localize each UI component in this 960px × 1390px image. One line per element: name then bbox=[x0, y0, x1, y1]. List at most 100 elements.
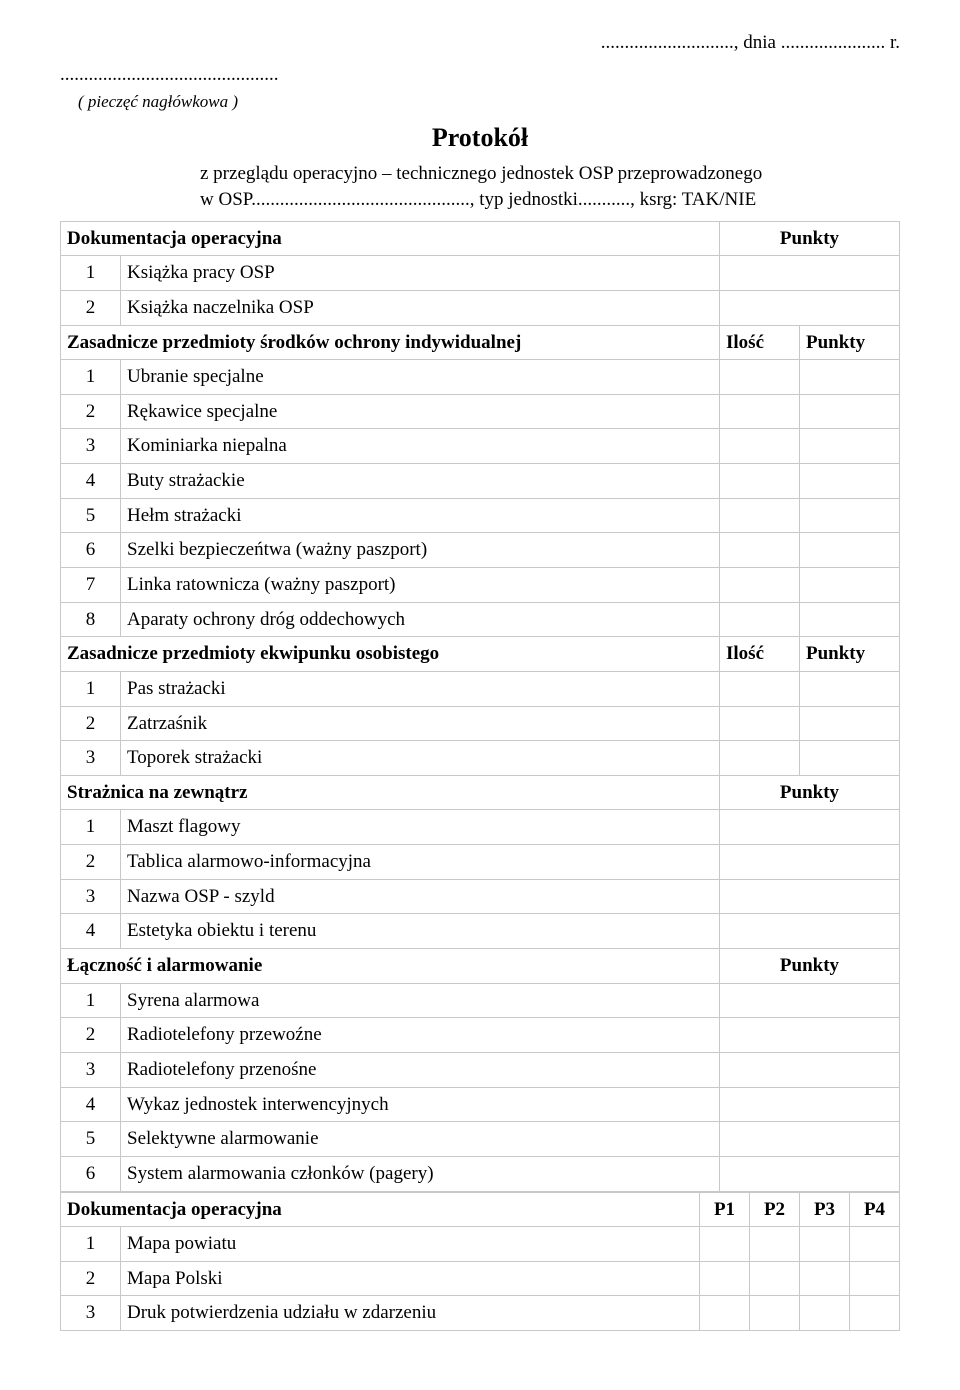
table-row: 2Rękawice specjalne bbox=[61, 394, 900, 429]
row-number: 2 bbox=[61, 1261, 121, 1296]
stamp-caption: ( pieczęć nagłówkowa ) bbox=[60, 91, 900, 114]
table-row: 2Mapa Polski bbox=[61, 1261, 900, 1296]
col-p3: P3 bbox=[800, 1192, 850, 1227]
value-cell bbox=[800, 706, 900, 741]
value-cell bbox=[720, 360, 800, 395]
table-row: 2Radiotelefony przewoźne bbox=[61, 1018, 900, 1053]
row-label: Buty strażackie bbox=[121, 464, 720, 499]
row-number: 6 bbox=[61, 533, 121, 568]
row-number: 3 bbox=[61, 429, 121, 464]
row-label: Syrena alarmowa bbox=[121, 983, 720, 1018]
value-cell bbox=[720, 706, 800, 741]
table-row: 3Nazwa OSP - szyld bbox=[61, 879, 900, 914]
intro-line-1: z przeglądu operacyjno – technicznego je… bbox=[200, 161, 900, 187]
row-label: Hełm strażacki bbox=[121, 498, 720, 533]
section-header-dok-operacyjna-2: Dokumentacja operacyjna P1 P2 P3 P4 bbox=[61, 1192, 900, 1227]
row-number: 2 bbox=[61, 845, 121, 880]
section-title: Łączność i alarmowanie bbox=[61, 949, 720, 984]
value-cell bbox=[720, 1087, 900, 1122]
value-cell bbox=[850, 1227, 900, 1262]
section-title: Dokumentacja operacyjna bbox=[61, 1192, 700, 1227]
value-cell bbox=[800, 1261, 850, 1296]
table-row: 5Hełm strażacki bbox=[61, 498, 900, 533]
value-cell bbox=[800, 533, 900, 568]
value-cell bbox=[800, 1296, 850, 1331]
value-cell bbox=[850, 1261, 900, 1296]
table-row: 3Toporek strażacki bbox=[61, 741, 900, 776]
col-punkty: Punkty bbox=[800, 637, 900, 672]
row-number: 5 bbox=[61, 498, 121, 533]
section-header-dok-operacyjna: Dokumentacja operacyjna Punkty bbox=[61, 221, 900, 256]
value-cell bbox=[800, 602, 900, 637]
row-label: Rękawice specjalne bbox=[121, 394, 720, 429]
value-cell bbox=[800, 429, 900, 464]
row-label: System alarmowania członków (pagery) bbox=[121, 1156, 720, 1191]
col-ilosc: Ilość bbox=[720, 637, 800, 672]
table-row: 6Szelki bezpieczeńtwa (ważny paszport) bbox=[61, 533, 900, 568]
value-cell bbox=[720, 741, 800, 776]
value-cell bbox=[800, 568, 900, 603]
section-title: Strażnica na zewnątrz bbox=[61, 775, 720, 810]
row-label: Maszt flagowy bbox=[121, 810, 720, 845]
table-row: 2Książka naczelnika OSP bbox=[61, 290, 900, 325]
intro-line-2: w OSP...................................… bbox=[200, 187, 900, 213]
value-cell bbox=[720, 845, 900, 880]
date-line: ............................, dnia .....… bbox=[60, 30, 900, 56]
value-cell bbox=[800, 1227, 850, 1262]
value-cell bbox=[800, 741, 900, 776]
value-cell bbox=[800, 498, 900, 533]
value-cell bbox=[750, 1296, 800, 1331]
value-cell bbox=[750, 1227, 800, 1262]
section-title: Zasadnicze przedmioty środków ochrony in… bbox=[61, 325, 720, 360]
row-number: 3 bbox=[61, 1052, 121, 1087]
row-label: Pas strażacki bbox=[121, 671, 720, 706]
value-cell bbox=[800, 464, 900, 499]
row-label: Nazwa OSP - szyld bbox=[121, 879, 720, 914]
row-number: 3 bbox=[61, 879, 121, 914]
value-cell bbox=[720, 498, 800, 533]
table-row: 6System alarmowania członków (pagery) bbox=[61, 1156, 900, 1191]
row-label: Radiotelefony przewoźne bbox=[121, 1018, 720, 1053]
value-cell bbox=[720, 394, 800, 429]
value-cell bbox=[720, 1018, 900, 1053]
value-cell bbox=[720, 1122, 900, 1157]
row-label: Mapa Polski bbox=[121, 1261, 700, 1296]
table-row: 4Buty strażackie bbox=[61, 464, 900, 499]
table-row: 2Tablica alarmowo-informacyjna bbox=[61, 845, 900, 880]
col-punkty: Punkty bbox=[720, 221, 900, 256]
table-row: 4Wykaz jednostek interwencyjnych bbox=[61, 1087, 900, 1122]
col-p2: P2 bbox=[750, 1192, 800, 1227]
section-header-srodki-ochrony: Zasadnicze przedmioty środków ochrony in… bbox=[61, 325, 900, 360]
value-cell bbox=[700, 1261, 750, 1296]
table-row: 1Mapa powiatu bbox=[61, 1227, 900, 1262]
protocol-table: Dokumentacja operacyjna Punkty 1Książka … bbox=[60, 221, 900, 1192]
row-number: 8 bbox=[61, 602, 121, 637]
value-cell bbox=[800, 360, 900, 395]
row-number: 4 bbox=[61, 1087, 121, 1122]
row-label: Estetyka obiektu i terenu bbox=[121, 914, 720, 949]
row-label: Szelki bezpieczeńtwa (ważny paszport) bbox=[121, 533, 720, 568]
value-cell bbox=[750, 1261, 800, 1296]
row-number: 2 bbox=[61, 706, 121, 741]
col-ilosc: Ilość bbox=[720, 325, 800, 360]
value-cell bbox=[720, 429, 800, 464]
doc-title: Protokół bbox=[60, 120, 900, 155]
row-number: 2 bbox=[61, 394, 121, 429]
value-cell bbox=[720, 671, 800, 706]
row-label: Druk potwierdzenia udziału w zdarzeniu bbox=[121, 1296, 700, 1331]
value-cell bbox=[700, 1227, 750, 1262]
row-label: Wykaz jednostek interwencyjnych bbox=[121, 1087, 720, 1122]
row-label: Książka naczelnika OSP bbox=[121, 290, 720, 325]
table-row: 3Druk potwierdzenia udziału w zdarzeniu bbox=[61, 1296, 900, 1331]
row-label: Mapa powiatu bbox=[121, 1227, 700, 1262]
section-header-ekwipunek: Zasadnicze przedmioty ekwipunku osobiste… bbox=[61, 637, 900, 672]
row-number: 1 bbox=[61, 671, 121, 706]
stamp-dots: ........................................… bbox=[60, 62, 900, 88]
value-cell bbox=[720, 568, 800, 603]
table-row: 1Pas strażacki bbox=[61, 671, 900, 706]
value-cell bbox=[720, 290, 900, 325]
row-number: 1 bbox=[61, 360, 121, 395]
table-row: 5Selektywne alarmowanie bbox=[61, 1122, 900, 1157]
value-cell bbox=[720, 256, 900, 291]
row-number: 3 bbox=[61, 1296, 121, 1331]
